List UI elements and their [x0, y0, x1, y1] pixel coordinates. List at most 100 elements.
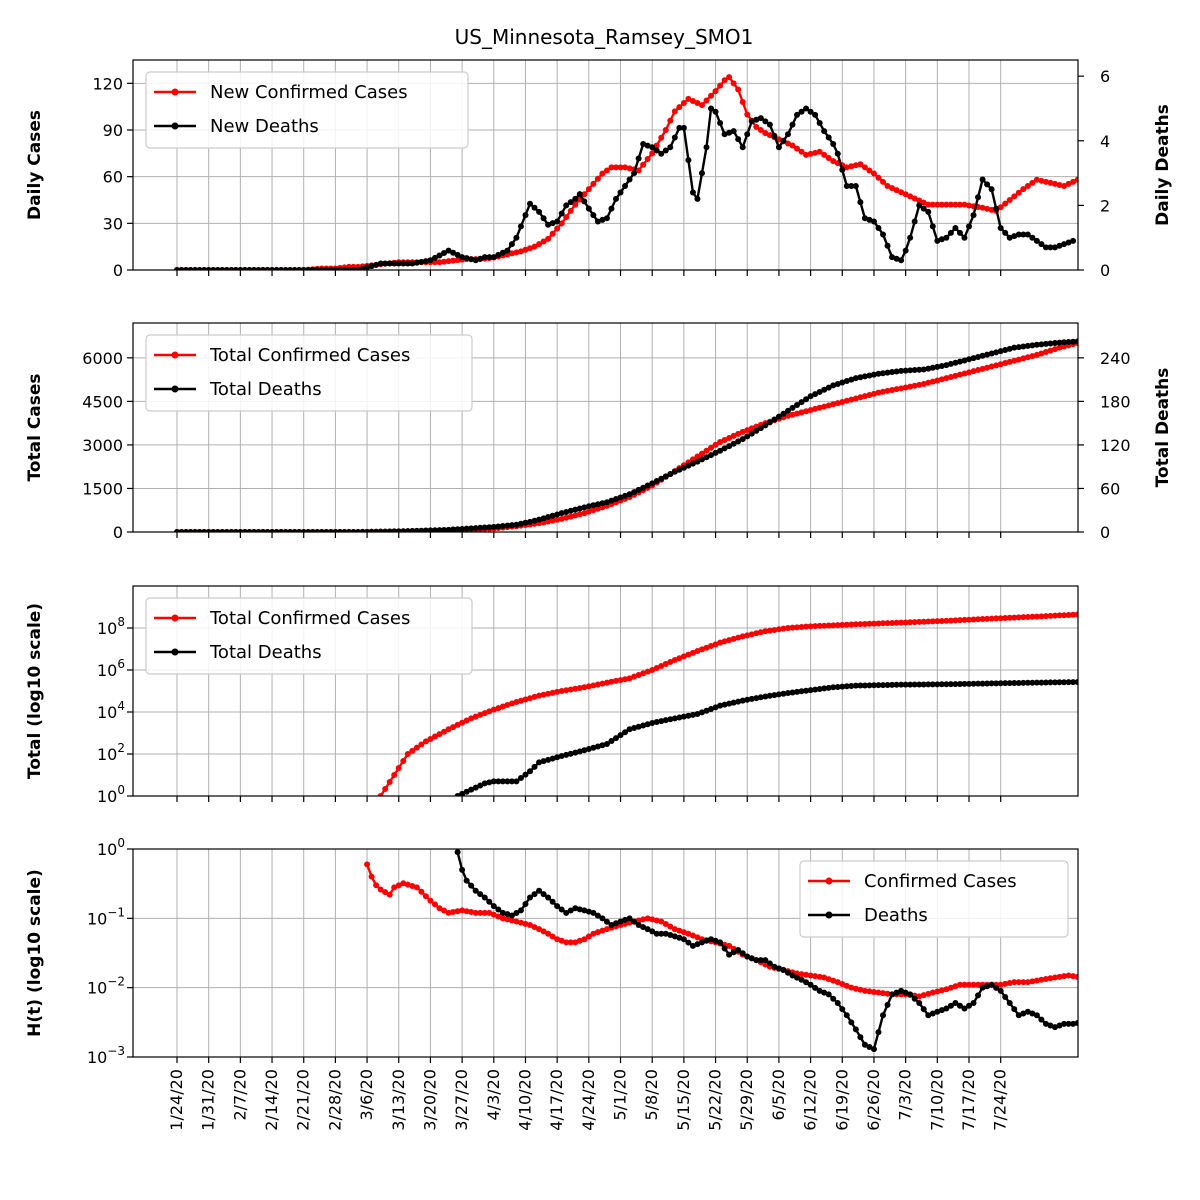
legend-entry: Deaths [864, 905, 928, 926]
data-point [726, 74, 733, 81]
data-point [205, 267, 212, 270]
data-point [762, 118, 769, 125]
data-point [803, 151, 810, 158]
data-point [581, 907, 588, 914]
data-point [653, 142, 660, 149]
data-point [603, 918, 610, 925]
y-tick-label: 10−2 [87, 975, 125, 998]
data-point [929, 223, 936, 230]
data-point [413, 259, 420, 266]
data-point [495, 906, 502, 913]
y-tick-label: 0 [113, 523, 123, 542]
data-point [658, 150, 665, 157]
data-point [789, 624, 796, 631]
data-point [712, 441, 719, 448]
data-point [576, 937, 583, 944]
data-point [789, 411, 796, 418]
data-point [748, 118, 755, 125]
data-point [441, 258, 448, 265]
data-point [454, 251, 461, 258]
x-tick-label: 7/24/20 [991, 1069, 1010, 1131]
data-point [1038, 613, 1045, 620]
data-point [259, 267, 266, 270]
data-point [545, 690, 552, 697]
data-point [454, 257, 461, 264]
data-point [1042, 349, 1049, 356]
legend-marker [171, 648, 179, 656]
data-point [979, 680, 986, 687]
data-point [780, 625, 787, 632]
data-point [744, 953, 751, 960]
data-point [1084, 170, 1090, 176]
data-point [784, 969, 791, 976]
x-tick-label: 5/8/20 [642, 1069, 661, 1121]
x-tick-label: 7/3/20 [896, 1069, 915, 1121]
data-point [377, 528, 384, 532]
data-point [373, 261, 380, 268]
data-point [572, 939, 579, 946]
data-point [400, 880, 407, 887]
data-point [925, 201, 932, 208]
data-point [1074, 973, 1078, 980]
data-point [830, 995, 837, 1002]
data-point [1088, 1019, 1094, 1025]
data-point [920, 1006, 927, 1013]
x-tick-label: 5/29/20 [737, 1069, 756, 1131]
data-point [585, 908, 592, 915]
data-point [857, 161, 864, 168]
data-point [536, 516, 543, 523]
data-point [979, 984, 986, 991]
data-point [816, 622, 823, 629]
data-point [1093, 337, 1099, 343]
data-point [929, 378, 936, 385]
data-point [631, 918, 638, 925]
data-point [1042, 340, 1049, 347]
data-point [925, 208, 932, 215]
data-point [934, 618, 941, 625]
data-point [1015, 231, 1022, 238]
data-point [689, 649, 696, 656]
data-point [866, 391, 873, 398]
data-point [522, 920, 529, 927]
data-point [947, 1002, 954, 1009]
data-point [400, 758, 407, 764]
data-point [1079, 975, 1085, 981]
data-point [250, 267, 257, 270]
data-point [997, 348, 1004, 355]
data-point [997, 361, 1004, 368]
data-point [422, 258, 429, 265]
data-point [708, 105, 715, 112]
panel-2: 0 1500 3000 4500 6000 0 60 120 180 240 Total Cases… [25, 322, 1173, 542]
data-point [839, 379, 846, 386]
data-point [463, 788, 470, 795]
legend: Confirmed Cases Deaths [799, 860, 1069, 938]
data-point [1002, 993, 1009, 1000]
data-point [427, 735, 434, 742]
data-point [975, 680, 982, 687]
data-point [988, 363, 995, 370]
legend-entry: Total Deaths [209, 642, 322, 663]
data-point [721, 445, 728, 452]
data-point [563, 751, 570, 758]
data-point [594, 501, 601, 508]
data-point [594, 743, 601, 750]
data-point [852, 682, 859, 689]
data-point [889, 387, 896, 394]
data-point [956, 229, 963, 236]
data-point [459, 866, 466, 873]
data-point [594, 175, 601, 182]
data-point [730, 432, 737, 439]
data-point [911, 681, 918, 688]
data-point [486, 708, 493, 715]
data-point [866, 682, 873, 689]
data-point [585, 746, 592, 753]
data-point [572, 749, 579, 756]
data-point [911, 619, 918, 626]
x-tick-label: 1/24/20 [167, 1069, 186, 1131]
data-point [689, 932, 696, 939]
data-point [694, 934, 701, 941]
data-point [857, 394, 864, 401]
data-point [956, 358, 963, 365]
data-point [250, 529, 257, 532]
data-point [554, 903, 561, 910]
